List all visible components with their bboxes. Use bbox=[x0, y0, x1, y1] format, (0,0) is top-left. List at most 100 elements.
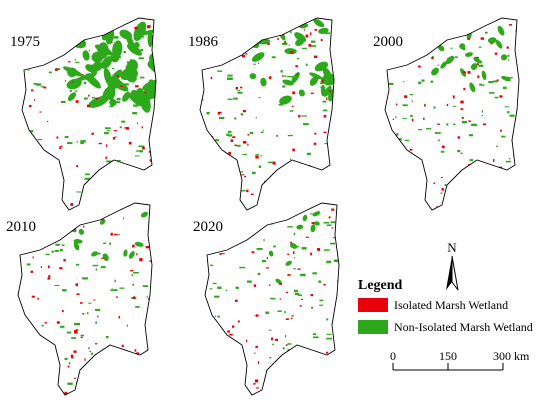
red-patch bbox=[279, 298, 281, 300]
red-patch bbox=[23, 62, 25, 65]
red-patch bbox=[80, 336, 83, 338]
red-patch bbox=[110, 232, 113, 236]
green-patch bbox=[51, 250, 54, 253]
green-patch bbox=[26, 356, 30, 359]
red-patch bbox=[101, 257, 105, 259]
green-patch bbox=[287, 134, 293, 137]
green-patch bbox=[282, 85, 286, 88]
red-patch bbox=[468, 120, 471, 123]
red-patch bbox=[275, 338, 279, 341]
green-patch bbox=[80, 140, 86, 143]
green-patch bbox=[78, 228, 85, 235]
red-patch bbox=[311, 222, 315, 225]
red-patch bbox=[405, 31, 408, 34]
red-patch bbox=[282, 74, 284, 78]
green-patch bbox=[275, 278, 282, 284]
green-patch bbox=[57, 386, 59, 390]
red-patch bbox=[59, 145, 61, 149]
red-patch bbox=[446, 103, 449, 106]
green-patch bbox=[26, 263, 31, 266]
green-patch bbox=[224, 334, 227, 337]
green-patch bbox=[337, 382, 339, 384]
green-patch bbox=[21, 372, 26, 374]
green-patch bbox=[210, 264, 214, 267]
red-patch bbox=[205, 265, 208, 267]
green-patch bbox=[88, 302, 92, 304]
green-patch bbox=[302, 214, 308, 222]
red-patch bbox=[235, 86, 238, 90]
red-patch bbox=[116, 75, 119, 78]
green-patch bbox=[287, 76, 294, 78]
red-patch bbox=[84, 205, 87, 208]
green-patch bbox=[293, 232, 296, 236]
red-patch bbox=[115, 351, 119, 353]
green-patch bbox=[99, 359, 105, 362]
green-patch bbox=[454, 197, 459, 201]
red-patch bbox=[103, 29, 107, 32]
green-patch bbox=[91, 251, 98, 257]
green-patch bbox=[25, 235, 27, 238]
red-patch bbox=[520, 64, 522, 66]
green-patch bbox=[109, 242, 112, 245]
red-patch bbox=[142, 146, 145, 150]
green-patch bbox=[130, 58, 132, 61]
red-patch bbox=[221, 253, 225, 255]
scale-label: 0 bbox=[390, 349, 396, 363]
green-patch bbox=[139, 76, 145, 79]
red-patch bbox=[441, 145, 445, 149]
green-patch bbox=[104, 132, 109, 135]
green-patch bbox=[71, 31, 79, 37]
green-patch bbox=[133, 271, 139, 274]
green-patch bbox=[138, 57, 144, 60]
green-patch bbox=[225, 201, 229, 204]
green-patch bbox=[109, 105, 114, 108]
green-patch bbox=[509, 114, 515, 117]
green-patch bbox=[138, 145, 145, 147]
green-patch bbox=[233, 181, 236, 185]
green-patch bbox=[140, 48, 143, 52]
green-patch bbox=[314, 184, 320, 187]
red-patch bbox=[136, 253, 138, 256]
green-patch bbox=[450, 47, 453, 49]
green-patch bbox=[507, 54, 510, 57]
green-patch bbox=[324, 32, 331, 35]
red-patch bbox=[56, 321, 60, 324]
red-patch bbox=[265, 267, 270, 269]
green-patch bbox=[84, 73, 95, 81]
red-patch bbox=[245, 339, 248, 343]
green-patch bbox=[54, 221, 60, 224]
green-patch bbox=[248, 225, 250, 228]
green-patch bbox=[128, 251, 135, 259]
green-patch bbox=[120, 191, 126, 193]
green-patch bbox=[134, 241, 144, 247]
green-patch bbox=[251, 52, 265, 62]
green-patch bbox=[41, 86, 45, 88]
red-patch bbox=[250, 193, 254, 195]
green-patch bbox=[312, 272, 317, 275]
green-patch bbox=[84, 97, 88, 100]
red-patch bbox=[130, 270, 134, 272]
red-patch bbox=[151, 146, 155, 149]
red-patch bbox=[247, 133, 249, 136]
red-patch bbox=[404, 95, 408, 98]
green-patch bbox=[239, 190, 246, 192]
green-patch bbox=[291, 314, 294, 317]
red-patch bbox=[287, 253, 290, 256]
red-patch bbox=[221, 189, 225, 191]
green-patch bbox=[395, 116, 397, 119]
green-patch bbox=[76, 141, 78, 143]
red-patch bbox=[26, 177, 31, 180]
red-patch bbox=[285, 344, 288, 346]
red-patch bbox=[500, 129, 502, 132]
green-patch bbox=[213, 346, 220, 349]
red-patch bbox=[305, 34, 309, 38]
green-patch bbox=[265, 216, 268, 220]
green-patch bbox=[488, 81, 494, 84]
red-patch bbox=[135, 85, 139, 88]
red-patch bbox=[412, 42, 415, 44]
green-patch bbox=[301, 115, 307, 117]
red-patch bbox=[241, 54, 246, 58]
green-patch bbox=[312, 336, 319, 339]
red-patch bbox=[310, 92, 314, 94]
green-patch bbox=[322, 100, 327, 103]
